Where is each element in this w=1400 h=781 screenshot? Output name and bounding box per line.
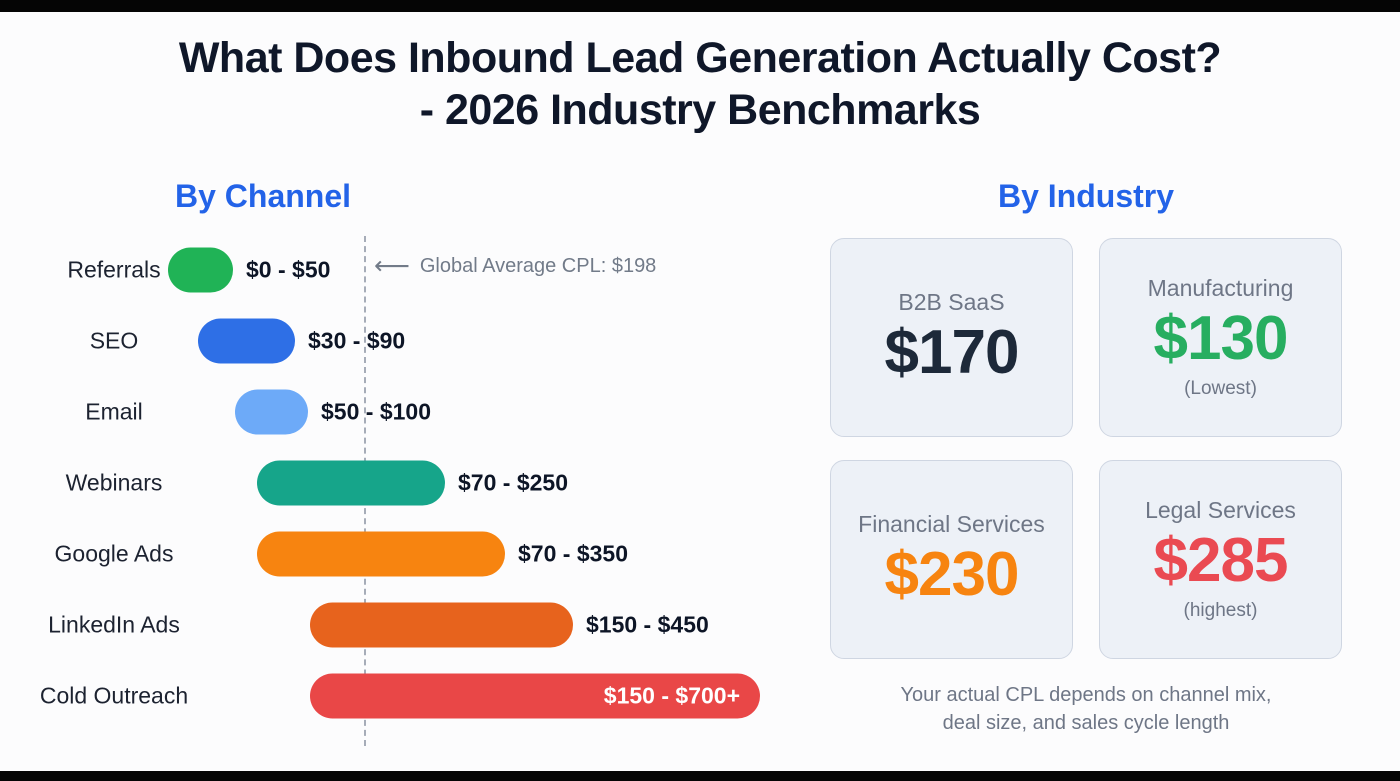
channel-bar: [198, 318, 295, 363]
industry-note: (highest): [1183, 600, 1258, 622]
industry-name: Legal Services: [1145, 496, 1296, 523]
channel-label: Referrals: [67, 256, 161, 282]
industry-name: Manufacturing: [1147, 274, 1294, 301]
letterbox-bottom: [0, 771, 1400, 781]
industry-cpl-value: $230: [884, 540, 1020, 610]
channel-row: Google Ads $70 - $350: [0, 518, 800, 589]
industry-name: Financial Services: [858, 511, 1045, 538]
channel-value: $0 - $50: [246, 256, 331, 282]
channel-row: Cold Outreach $150 - $700+: [0, 660, 800, 731]
average-cpl-text: Global Average CPL: $198: [419, 255, 657, 277]
page-title: What Does Inbound Lead Generation Actual…: [178, 34, 1222, 135]
channel-label: Google Ads: [54, 540, 174, 566]
channel-label: Cold Outreach: [39, 682, 189, 708]
channel-row: Email $50 - $100: [0, 376, 800, 447]
channel-row: Referrals $0 - $50: [0, 234, 800, 305]
channel-label: SEO: [89, 327, 139, 353]
industry-card: Manufacturing $130 (Lowest): [1099, 238, 1342, 437]
industry-cpl-value: $285: [1153, 525, 1289, 595]
channel-bar: [257, 460, 445, 505]
channel-bar: [168, 247, 233, 292]
channel-value: $150 - $700+: [603, 682, 740, 708]
channel-row: LinkedIn Ads $150 - $450: [0, 589, 800, 660]
by-industry-heading: By Industry: [997, 178, 1175, 214]
industry-note: (Lowest): [1184, 378, 1257, 400]
left-arrow-icon: ⟵: [374, 252, 410, 280]
channel-row: SEO $30 - $90: [0, 305, 800, 376]
channel-row: Webinars $70 - $250: [0, 447, 800, 518]
industry-card: B2B SaaS $170: [830, 238, 1073, 437]
channel-value: $70 - $250: [458, 469, 568, 495]
footnote: Your actual CPL depends on channel mix, …: [830, 681, 1342, 737]
channel-value: $150 - $450: [586, 611, 709, 637]
channel-label: Webinars: [65, 469, 163, 495]
industry-card: Legal Services $285 (highest): [1099, 460, 1342, 659]
industry-name: B2B SaaS: [898, 289, 1005, 316]
by-channel-heading: By Channel: [175, 178, 352, 214]
industry-cards-grid: B2B SaaS $170 Manufacturing $130 (Lowest…: [830, 238, 1342, 659]
channel-value: $30 - $90: [308, 327, 406, 353]
channel-bar-chart: ⟵ Global Average CPL: $198 Referrals $0 …: [0, 234, 800, 746]
letterbox-top: [0, 0, 1400, 12]
channel-bar: [257, 531, 505, 576]
by-industry-section: B2B SaaS $170 Manufacturing $130 (Lowest…: [830, 238, 1342, 659]
channel-value: $70 - $350: [518, 540, 628, 566]
industry-cpl-value: $130: [1153, 303, 1289, 373]
industry-cpl-value: $170: [884, 318, 1020, 388]
channel-value: $50 - $100: [321, 398, 431, 424]
footnote-text: Your actual CPL depends on channel mix, …: [900, 684, 1272, 734]
channel-bar: [310, 602, 573, 647]
channel-bar: $150 - $700+: [310, 673, 760, 718]
channel-label: LinkedIn Ads: [48, 611, 180, 637]
channel-label: Email: [85, 398, 143, 424]
average-cpl-annotation: ⟵ Global Average CPL: $198: [374, 254, 656, 279]
industry-card: Financial Services $230: [830, 460, 1073, 659]
channel-bar: [235, 389, 308, 434]
